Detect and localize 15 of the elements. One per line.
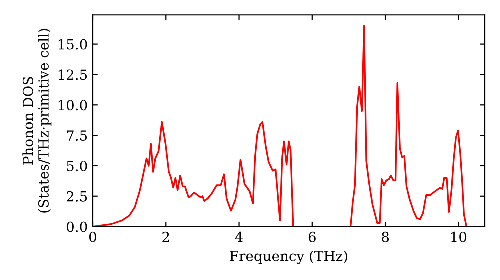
y-tick-label: 2.5	[66, 191, 88, 202]
x-tick-label: 4	[235, 232, 243, 242]
y-tick-label: 0.0	[66, 222, 88, 232]
y-tick-label: 10.0	[58, 100, 88, 111]
x-tick-label: 10	[452, 232, 467, 242]
y-tick-label: 5.0	[67, 160, 88, 172]
y-tick-label: 7.5	[67, 130, 88, 142]
x-tick-label: 2	[162, 232, 170, 242]
x-tick-label: 6	[308, 232, 316, 242]
x-tick-label: 0	[89, 232, 96, 242]
y-tick-label: 15.0	[58, 39, 88, 50]
y-axis-title: Phonon DOS (States/THz·primitive cell)	[22, 29, 52, 213]
x-axis-title: Frequency (THz)	[230, 250, 348, 264]
x-tick-label: 8	[382, 232, 390, 242]
y-tick-label: 12.5	[58, 70, 88, 80]
